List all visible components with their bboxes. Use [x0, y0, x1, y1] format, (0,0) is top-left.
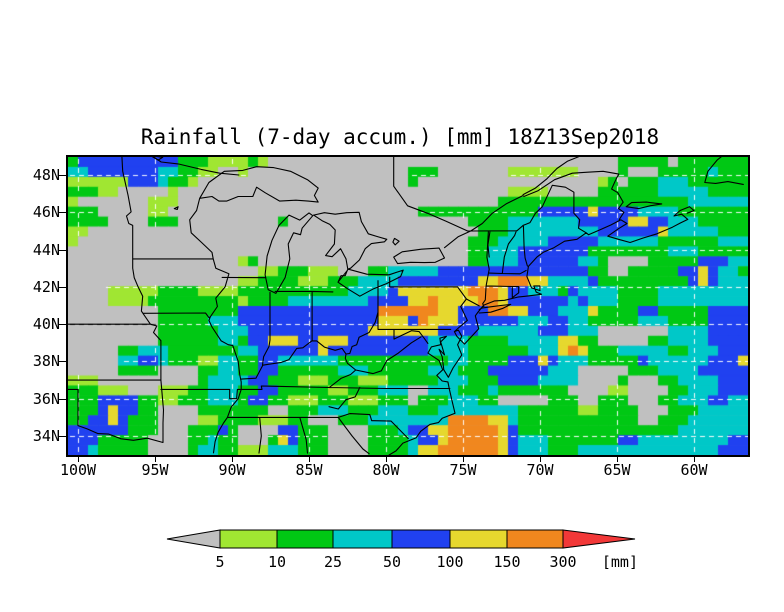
colorbar-right-arrow	[562, 529, 636, 549]
x-axis-tick-label: 60W	[680, 461, 708, 479]
x-axis-tick-mark	[617, 455, 618, 462]
colorbar-tick-label: 150	[493, 553, 520, 571]
x-axis-tick-label: 70W	[526, 461, 554, 479]
y-axis-tick-mark	[59, 324, 66, 326]
y-axis-tick-label: 48N	[32, 166, 60, 185]
y-axis-tick-label: 36N	[32, 389, 60, 408]
colorbar-segment	[332, 529, 393, 549]
x-axis-tick-label: 80W	[372, 461, 400, 479]
colorbar-tick-label: 5	[215, 553, 224, 571]
y-axis-tick-label: 42N	[32, 277, 60, 296]
colorbar-segment	[506, 529, 564, 549]
colorbar-tick-label: 100	[436, 553, 463, 571]
y-axis-tick-mark	[59, 212, 66, 214]
colorbar-tick-label: 10	[268, 553, 286, 571]
x-axis-tick-label: 85W	[295, 461, 323, 479]
chart-title: Rainfall (7-day accum.) [mm] 18Z13Sep201…	[140, 125, 660, 149]
x-axis-tick-mark	[540, 455, 541, 462]
map-outlines	[68, 157, 744, 455]
x-axis-tick-label: 90W	[218, 461, 246, 479]
x-axis-tick-label: 65W	[603, 461, 631, 479]
x-axis-tick-mark	[694, 455, 695, 462]
y-axis-tick-label: 46N	[32, 203, 60, 222]
y-axis-tick-label: 34N	[32, 427, 60, 445]
colorbar-segment	[219, 529, 278, 549]
colorbar: 5 10 25 50 100 150 300 [mm]	[166, 529, 638, 571]
x-axis-tick-mark	[155, 455, 156, 462]
y-axis-tick-mark	[59, 286, 66, 288]
x-axis-tick-mark	[463, 455, 464, 462]
y-axis-tick-label: 44N	[32, 240, 60, 259]
colorbar-tick-label: 50	[383, 553, 401, 571]
colorbar-segment	[276, 529, 334, 549]
y-axis-tick-label: 38N	[32, 352, 60, 371]
y-axis-tick-mark	[59, 249, 66, 251]
x-axis-tick-mark	[232, 455, 233, 462]
colorbar-segment	[391, 529, 451, 549]
x-axis-tick-label: 100W	[59, 461, 97, 479]
y-axis-tick-mark	[59, 175, 66, 177]
y-axis-tick-mark	[59, 436, 66, 437]
x-axis-tick-label: 75W	[449, 461, 477, 479]
colorbar-left-arrow	[166, 529, 221, 549]
x-axis-tick-mark	[386, 455, 387, 462]
colorbar-segment	[449, 529, 508, 549]
y-axis-tick-mark	[59, 361, 66, 363]
x-axis-tick-label: 95W	[141, 461, 169, 479]
y-axis-tick-label: 40N	[32, 315, 60, 334]
map-panel	[66, 155, 750, 457]
rainfall-field-canvas	[68, 157, 748, 455]
x-axis-tick-mark	[78, 455, 79, 462]
colorbar-unit-label: [mm]	[602, 553, 638, 571]
colorbar-tick-label: 25	[324, 553, 342, 571]
y-axis-tick-mark	[59, 398, 66, 400]
x-axis-tick-mark	[309, 455, 310, 462]
colorbar-tick-label: 300	[549, 553, 576, 571]
coastline-borders-path	[68, 157, 744, 455]
